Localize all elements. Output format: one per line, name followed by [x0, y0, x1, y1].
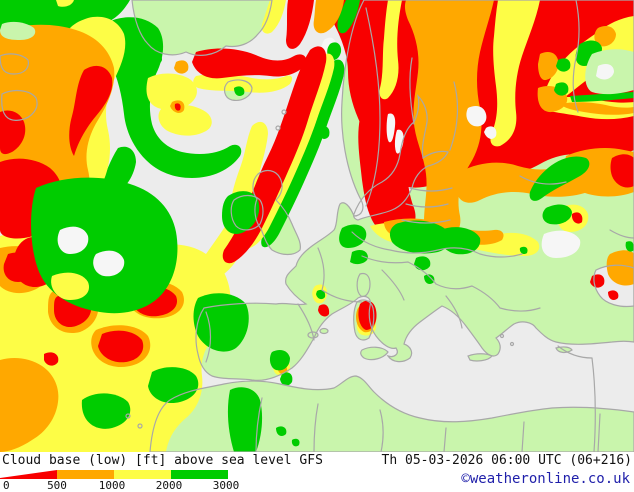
legend-tick-2000: 2000	[155, 479, 183, 492]
coastlines-and-borders	[0, 0, 634, 452]
lakes-and-clear-spots	[57, 64, 614, 277]
yellow-on-green-accent	[51, 272, 90, 300]
legend-segment-red	[0, 470, 57, 479]
legend-tick-500: 500	[47, 479, 67, 492]
cloud-layer-red-detail	[0, 0, 634, 366]
legend-tick-3000: 3000	[212, 479, 240, 492]
legend-segment-orange	[57, 470, 114, 479]
legend-segment-green	[171, 470, 228, 479]
watermark-link[interactable]: ©weatheronline.co.uk	[461, 471, 630, 487]
weather-map[interactable]	[0, 0, 634, 452]
legend-tick-0: 0	[3, 479, 10, 492]
valid-time-label: Th 05-03-2026 06:00 UTC (06+216)	[381, 453, 632, 468]
legend-segment-yellow	[114, 470, 171, 479]
map-title: Cloud base (low) [ft] above sea level GF…	[2, 453, 323, 468]
legend-tick-1000: 1000	[98, 479, 126, 492]
footer: Cloud base (low) [ft] above sea level GF…	[0, 452, 634, 492]
legend-colorbar	[0, 470, 228, 479]
